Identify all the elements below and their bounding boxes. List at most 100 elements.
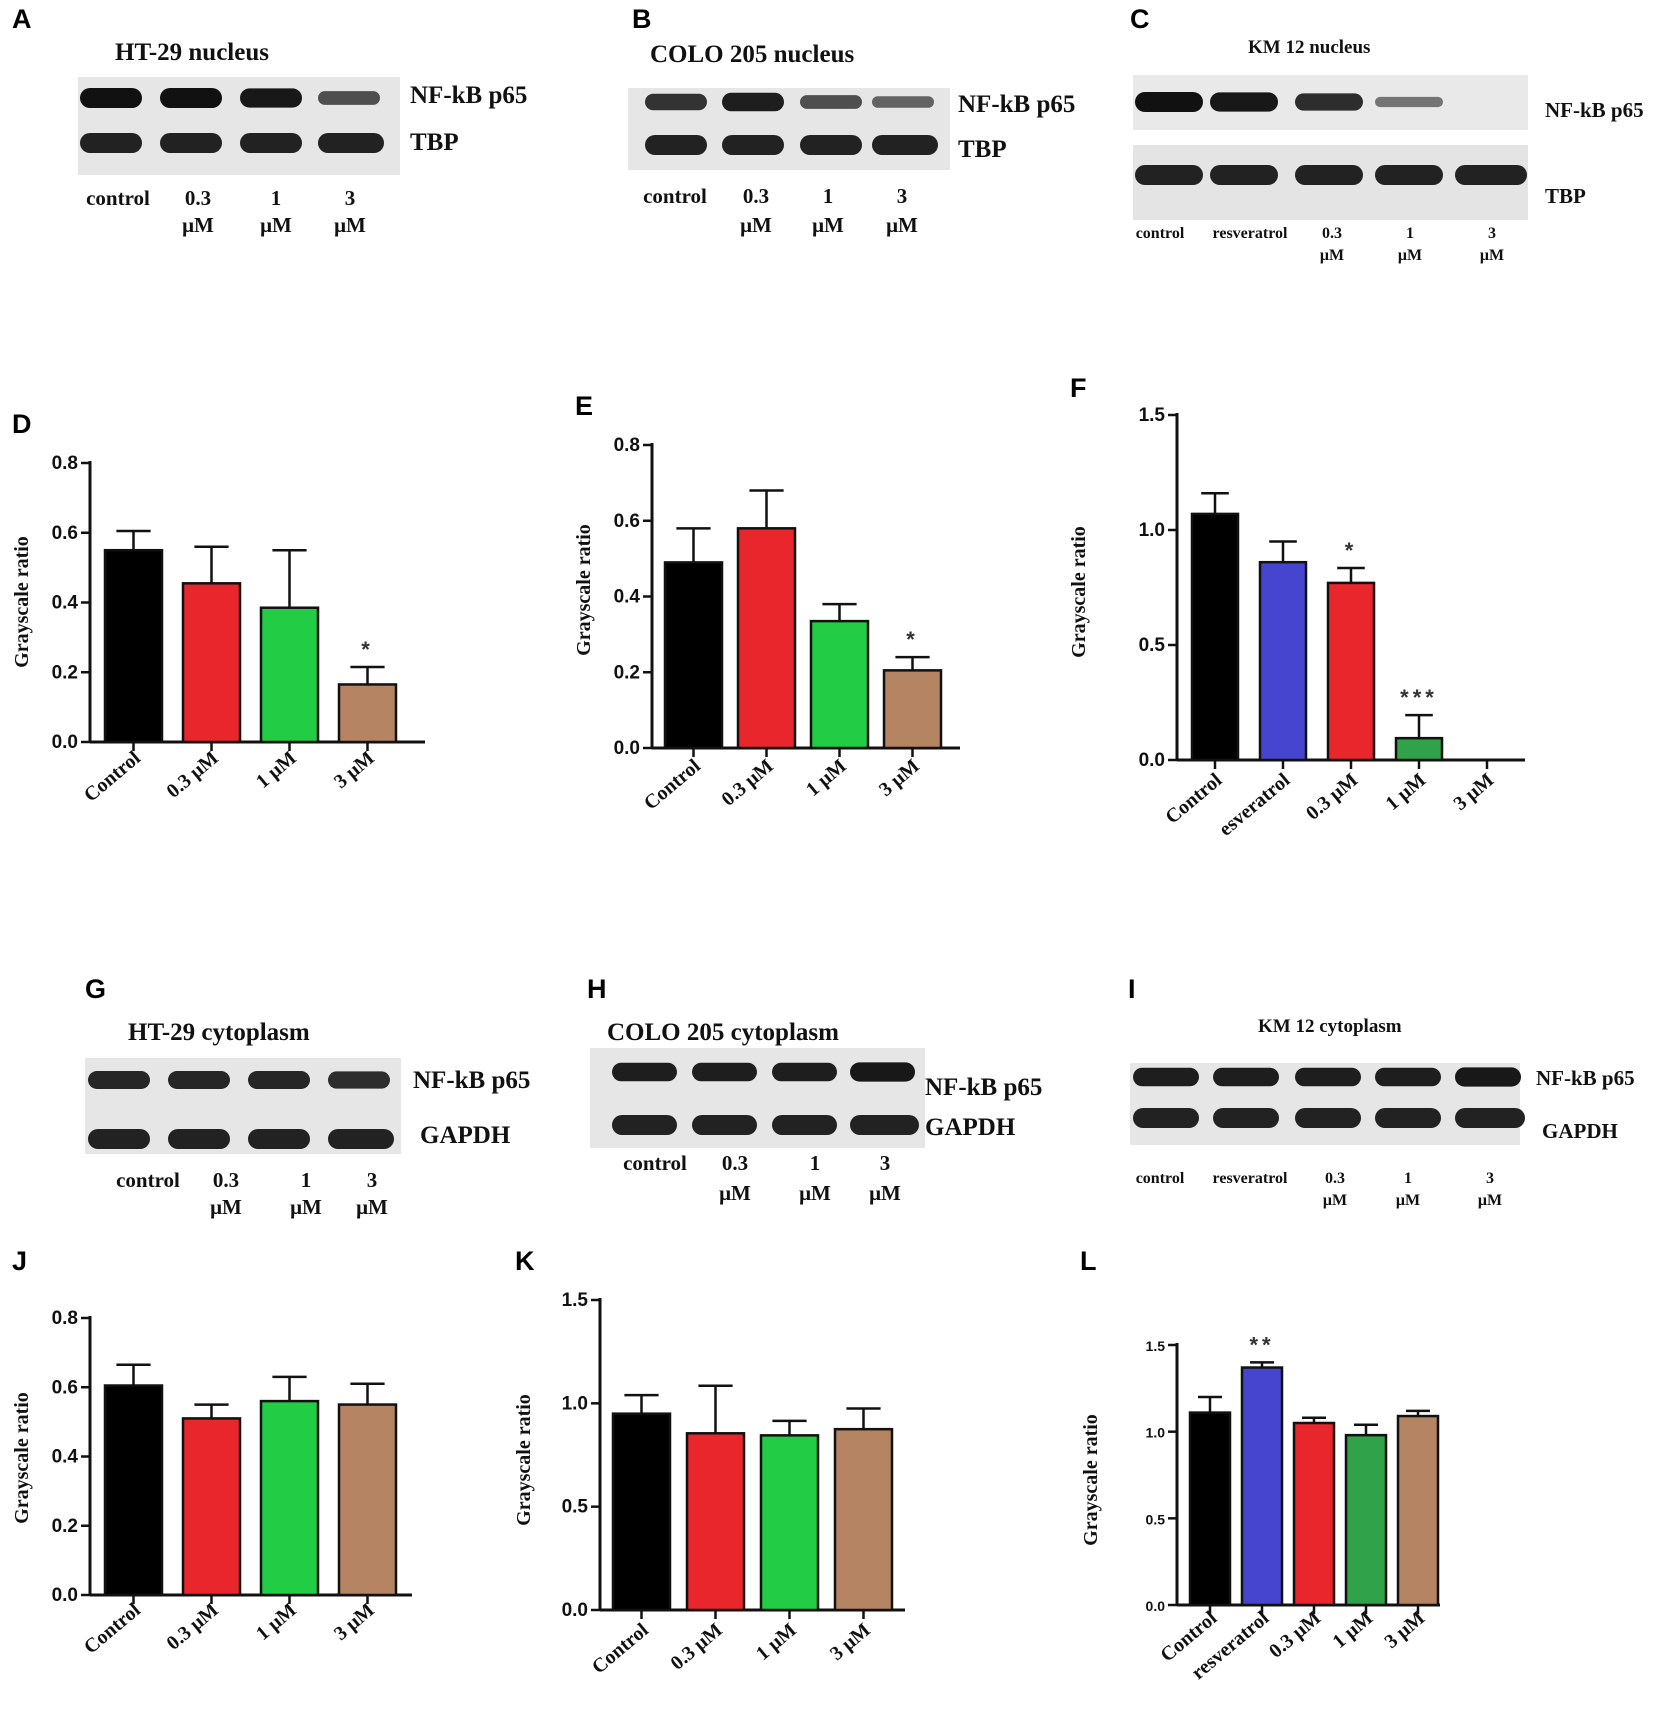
panel-letter-a: A: [12, 4, 32, 34]
bar: [663, 561, 724, 750]
category-label: Control: [640, 755, 705, 815]
bar: [181, 582, 242, 744]
lane-label: control: [86, 186, 150, 210]
y-axis-label: Grayscale ratio: [573, 524, 595, 656]
panel-letter-f: F: [1070, 373, 1087, 403]
y-tick-label: 0.5: [562, 1497, 589, 1518]
band-p65: [800, 95, 862, 109]
band-loading: [645, 135, 707, 155]
bar: [103, 548, 164, 744]
category-label: 1 μM: [1328, 1607, 1377, 1653]
blot-title: HT-29 nucleus: [115, 39, 269, 66]
band-label-p65: NF-kB p65: [410, 82, 527, 109]
category-label: 1 μM: [252, 747, 301, 793]
y-tick-label: 1.0: [562, 1393, 588, 1414]
category-label: 1 μM: [752, 1619, 801, 1665]
blot-title: HT-29 cytoplasm: [128, 1019, 310, 1046]
significance-marker: *: [906, 627, 919, 652]
panel-letter-e: E: [575, 391, 593, 421]
lane-label: μM: [886, 213, 918, 237]
lane-label: 1: [301, 1168, 312, 1192]
lane-label: μM: [1396, 1192, 1420, 1209]
band-p65: [80, 88, 142, 108]
y-tick-label: 0.8: [52, 1308, 78, 1329]
y-tick-label: 0.6: [52, 1377, 78, 1398]
y-axis-label: Grayscale ratio: [1068, 526, 1090, 658]
y-axis-label: Grayscale ratio: [513, 1394, 535, 1526]
band-label-p65: NF-kB p65: [1536, 1066, 1635, 1090]
lane-label: μM: [740, 213, 772, 237]
blot-panel-c: C KM 12 nucleus NF-kB p65 TBP control resvera…: [1130, 4, 1644, 264]
lane-label: control: [643, 184, 707, 208]
band-label-p65: NF-kB p65: [925, 1074, 1042, 1101]
lane-label: μM: [210, 1195, 242, 1219]
blot-panel-a: A HT-29 nucleus NF-kB p65 TBP control 0.3 μM 1 μ…: [12, 4, 527, 237]
band-loading: [88, 1129, 150, 1149]
bar: [1188, 1411, 1232, 1607]
bar: [736, 527, 797, 750]
band-loading: [240, 133, 302, 153]
category-label: 3 μM: [1449, 769, 1498, 815]
y-tick-label: 0.2: [52, 1516, 78, 1537]
category-label: 0.3 μM: [162, 1599, 222, 1655]
band-loading: [1455, 165, 1527, 185]
lane-label: 1: [1406, 225, 1414, 242]
y-tick-label: 1.5: [1146, 1338, 1166, 1354]
band-p65: [645, 93, 707, 111]
panel-letter-g: G: [85, 974, 106, 1004]
bar: [181, 1417, 242, 1597]
y-tick-label: 0.5: [1139, 635, 1166, 656]
lane-label: control: [623, 1151, 687, 1175]
blot-title: COLO 205 cytoplasm: [607, 1019, 839, 1046]
band-p65: [1213, 1067, 1279, 1087]
y-axis-label: Grayscale ratio: [11, 1392, 33, 1524]
y-tick-label: 0.8: [614, 435, 640, 456]
category-label: 0.3 μM: [717, 755, 777, 811]
category-label: 0.3 μM: [1265, 1607, 1325, 1663]
band-loading: [800, 135, 862, 155]
category-label: 3 μM: [826, 1619, 875, 1665]
panel-letter-i: I: [1128, 974, 1136, 1004]
y-tick-label: 0.0: [1139, 750, 1165, 771]
band-p65: [1295, 93, 1363, 111]
y-tick-label: 1.5: [1139, 405, 1166, 426]
y-tick-label: 0.0: [52, 1585, 78, 1606]
bar: [337, 683, 398, 744]
y-tick-label: 1.5: [562, 1290, 589, 1311]
band-loading: [772, 1115, 837, 1135]
blot-panel-b: B COLO 205 nucleus NF-kB p65 TBP control 0.3 μ…: [628, 4, 1075, 237]
lane-label: 1: [810, 1151, 821, 1175]
band-p65: [612, 1062, 677, 1082]
bar: [103, 1384, 164, 1597]
band-label-loading: TBP: [410, 129, 459, 156]
blot-panel-i: I KM 12 cytoplasm NF-kB p65 GAPDH control res…: [1128, 974, 1635, 1209]
y-tick-label: 0.8: [52, 453, 78, 474]
y-tick-label: 0.0: [614, 738, 640, 759]
band-loading: [80, 133, 142, 153]
band-label-loading: GAPDH: [420, 1122, 511, 1149]
lane-label: 3: [880, 1151, 891, 1175]
y-tick-label: 0.2: [614, 662, 640, 683]
band-p65: [872, 96, 934, 108]
bar: [337, 1403, 398, 1597]
lane-label: resveratrol: [1213, 1170, 1288, 1187]
blot-panel-g: G HT-29 cytoplasm NF-kB p65 GAPDH control 0.3…: [85, 974, 530, 1219]
bar: [259, 606, 320, 744]
lane-label: 3: [345, 186, 356, 210]
bar: [809, 619, 870, 750]
chart-panel-k: K 0.0 0.5 1.0 1.5 Grayscale ratio Control 0.3 μ…: [513, 1246, 905, 1678]
y-tick-label: 0.5: [1146, 1511, 1166, 1527]
band-p65: [318, 91, 380, 105]
significance-marker: **: [1249, 1332, 1274, 1357]
lane-label: 1: [823, 184, 834, 208]
band-p65: [1295, 1067, 1361, 1087]
lane-label: μM: [1323, 1192, 1347, 1209]
band-p65: [328, 1071, 390, 1089]
lane-label: 3: [367, 1168, 378, 1192]
chart-panel-e: E 0.0 0.2 0.4 0.6 0.8 Grayscale ratio Control 0.…: [573, 391, 960, 814]
category-label: Control: [80, 1599, 145, 1659]
bar: [1292, 1421, 1336, 1607]
band-p65: [168, 1071, 230, 1089]
